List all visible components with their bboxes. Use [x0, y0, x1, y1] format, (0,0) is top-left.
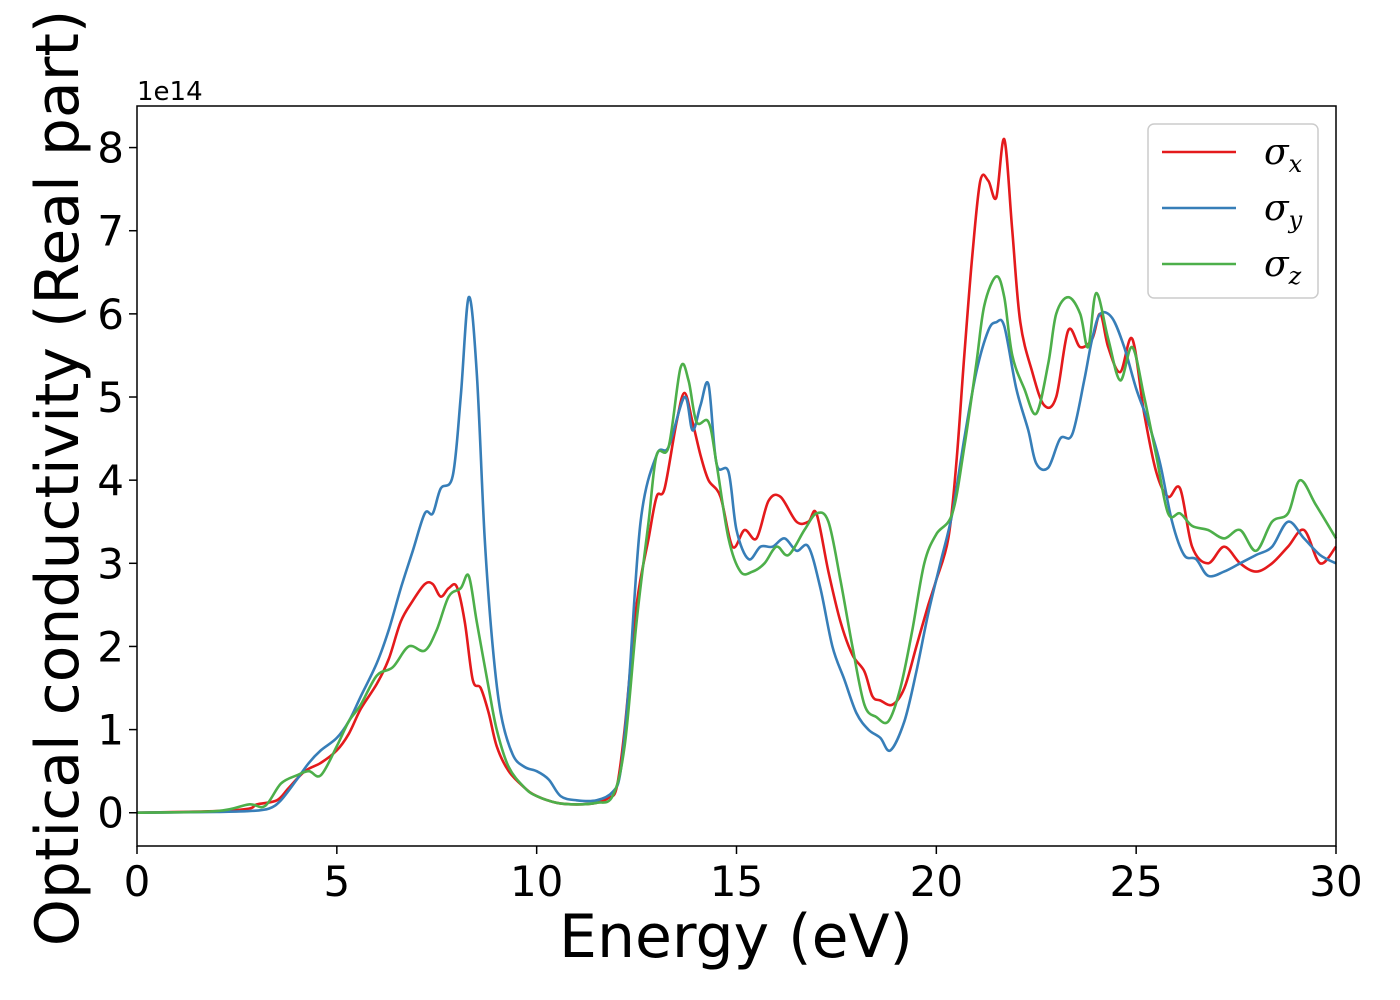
x-tick-label: 15: [710, 857, 763, 906]
y-axis-ticks: 0 1 2 3 4 5 6 7 8: [97, 124, 137, 838]
legend-label-x: σx: [1264, 132, 1303, 178]
series-line-x: [136, 137, 1338, 814]
y-tick-label: 8: [97, 124, 124, 173]
x-tick-label: 20: [910, 857, 963, 906]
series-line-y: [136, 295, 1337, 814]
x-tick-label: 30: [1309, 857, 1362, 906]
y-tick-label: 1: [97, 706, 124, 755]
y-axis-offset-label: 1e14: [137, 77, 203, 107]
series-layer: [136, 137, 1338, 814]
y-tick-label: 7: [97, 207, 124, 256]
x-axis-ticks: 0 5 10 15 20 25 30: [124, 846, 1363, 906]
x-tick-label: 10: [510, 857, 563, 906]
y-axis-label: Optical conductivity (Real part): [23, 10, 93, 947]
y-tick-label: 2: [97, 622, 124, 671]
series-line-z: [136, 275, 1338, 814]
y-tick-label: 5: [97, 373, 124, 422]
x-tick-label: 0: [124, 857, 151, 906]
legend-box: [1147, 123, 1319, 299]
plot-frame: [136, 105, 1337, 847]
x-tick-label: 5: [323, 857, 350, 906]
x-axis-label: Energy (eV): [559, 902, 913, 972]
y-tick-label: 3: [97, 539, 124, 588]
y-tick-label: 6: [97, 290, 124, 339]
y-tick-label: 4: [97, 456, 124, 505]
y-tick-label: 0: [97, 789, 124, 838]
x-tick-label: 25: [1109, 857, 1162, 906]
